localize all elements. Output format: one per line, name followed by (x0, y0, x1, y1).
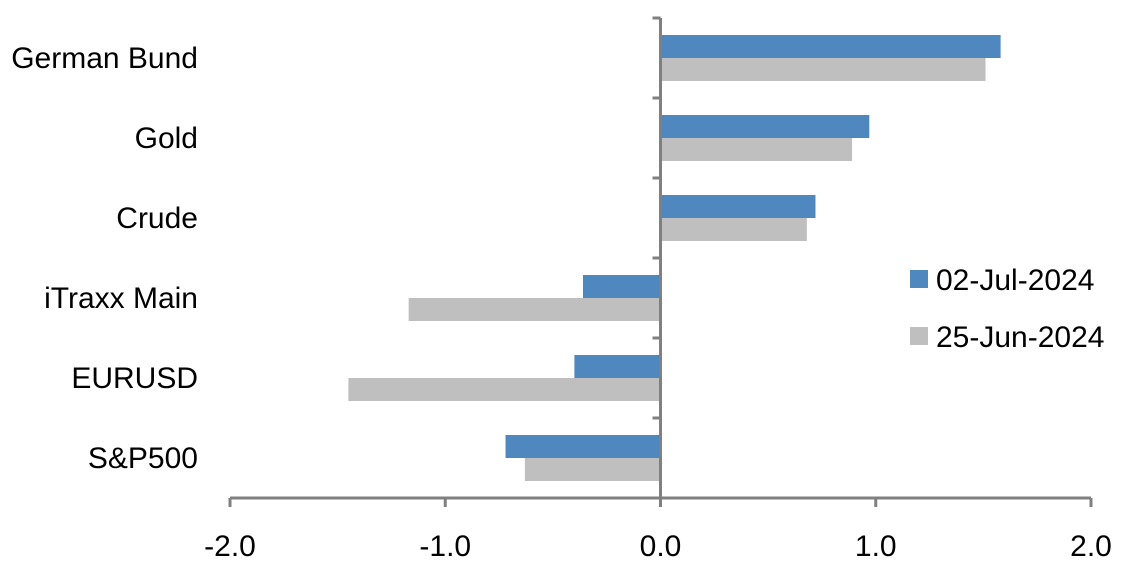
bar-0 (574, 355, 661, 378)
legend-label: 25-Jun-2024 (936, 321, 1104, 354)
category-label: iTraxx Main (44, 282, 198, 315)
category-label: EURUSD (71, 362, 198, 395)
x-tick-label: 0.0 (640, 530, 682, 563)
bar-0 (583, 275, 661, 298)
bar-1 (660, 218, 807, 241)
legend-swatch (910, 270, 928, 288)
legend-label: 02-Jul-2024 (936, 264, 1094, 297)
category-label: Crude (116, 202, 198, 235)
bar-1 (408, 298, 661, 321)
bar-0 (660, 115, 870, 138)
bar-1 (348, 378, 661, 401)
x-tick-label: 1.0 (855, 530, 897, 563)
x-tick-label: -2.0 (204, 530, 256, 563)
category-label: Gold (135, 122, 198, 155)
bar-1 (660, 58, 986, 81)
category-label: German Bund (11, 42, 198, 75)
bar-0 (660, 35, 1001, 58)
bar-0 (505, 435, 661, 458)
bar-1 (524, 458, 661, 481)
legend-swatch (910, 327, 928, 345)
x-tick-label: -1.0 (419, 530, 471, 563)
x-tick-label: 2.0 (1070, 530, 1112, 563)
bar-1 (660, 138, 853, 161)
category-label: S&P500 (88, 442, 198, 475)
bar-0 (660, 195, 816, 218)
